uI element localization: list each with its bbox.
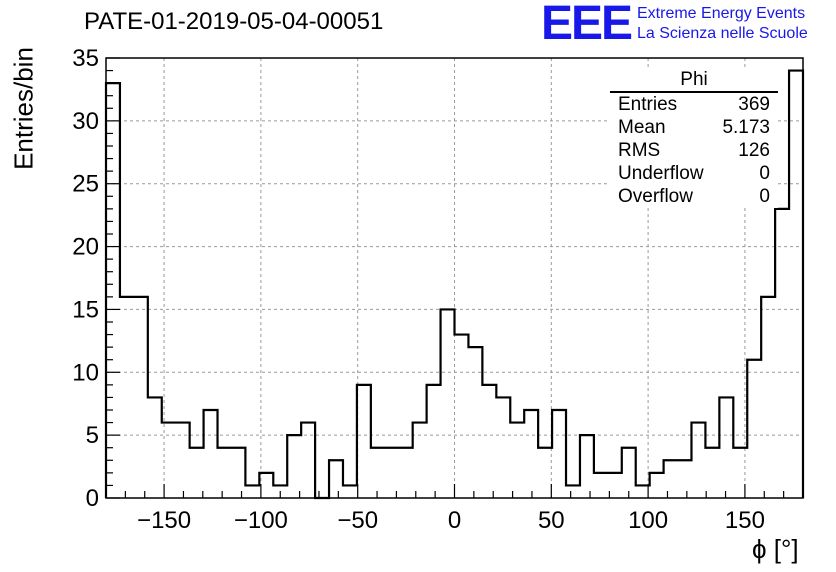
stats-label: Underflow (618, 163, 704, 184)
logo-line-2: La Scienza nelle Scuole (637, 25, 808, 42)
stats-value: 369 (738, 94, 770, 115)
stats-row-mean: Mean 5.173 (610, 116, 778, 139)
stats-row-overflow: Overflow 0 (610, 185, 778, 208)
stats-box: Phi Entries 369 Mean 5.173 RMS 126 Underflow 0 O… (610, 70, 778, 208)
logo-line-1: Extreme Energy Events (637, 5, 806, 22)
stats-row-entries: Entries 369 (610, 93, 778, 116)
stats-row-rms: RMS 126 (610, 139, 778, 162)
stats-title: Phi (610, 70, 778, 93)
histogram-outline (104, 69, 805, 500)
y-tick-label: 30 (72, 108, 99, 135)
y-tick-label: 20 (72, 234, 99, 261)
y-tick-label: 15 (72, 296, 99, 323)
x-tick-label: 50 (538, 507, 565, 534)
y-tick-label: 10 (72, 359, 99, 386)
x-tick-label: −50 (337, 507, 378, 534)
x-tick-label: −150 (137, 507, 191, 534)
x-tick-label: 0 (448, 507, 461, 534)
x-tick-label: −100 (234, 507, 288, 534)
stats-row-underflow: Underflow 0 (610, 162, 778, 185)
stats-value: 5.173 (722, 117, 770, 138)
chart-title: PATE-01-2019-05-04-00051 (84, 8, 384, 35)
stats-value: 126 (738, 140, 770, 161)
eee-logo: EEE (541, 0, 633, 50)
stats-label: Overflow (618, 186, 693, 207)
y-tick-label: 35 (72, 45, 99, 72)
x-tick-label: 150 (725, 507, 765, 534)
stats-label: Mean (618, 117, 666, 138)
x-tick-label: 100 (628, 507, 668, 534)
stats-value: 0 (759, 186, 770, 207)
x-axis-label: ϕ [°] (752, 534, 799, 564)
y-axis-label: Entries/bin (8, 47, 39, 170)
stats-label: RMS (618, 140, 661, 161)
y-tick-label: 0 (86, 485, 99, 512)
stats-label: Entries (618, 94, 678, 115)
y-tick-label: 25 (72, 171, 99, 198)
stats-value: 0 (759, 163, 770, 184)
y-tick-label: 5 (86, 422, 99, 449)
